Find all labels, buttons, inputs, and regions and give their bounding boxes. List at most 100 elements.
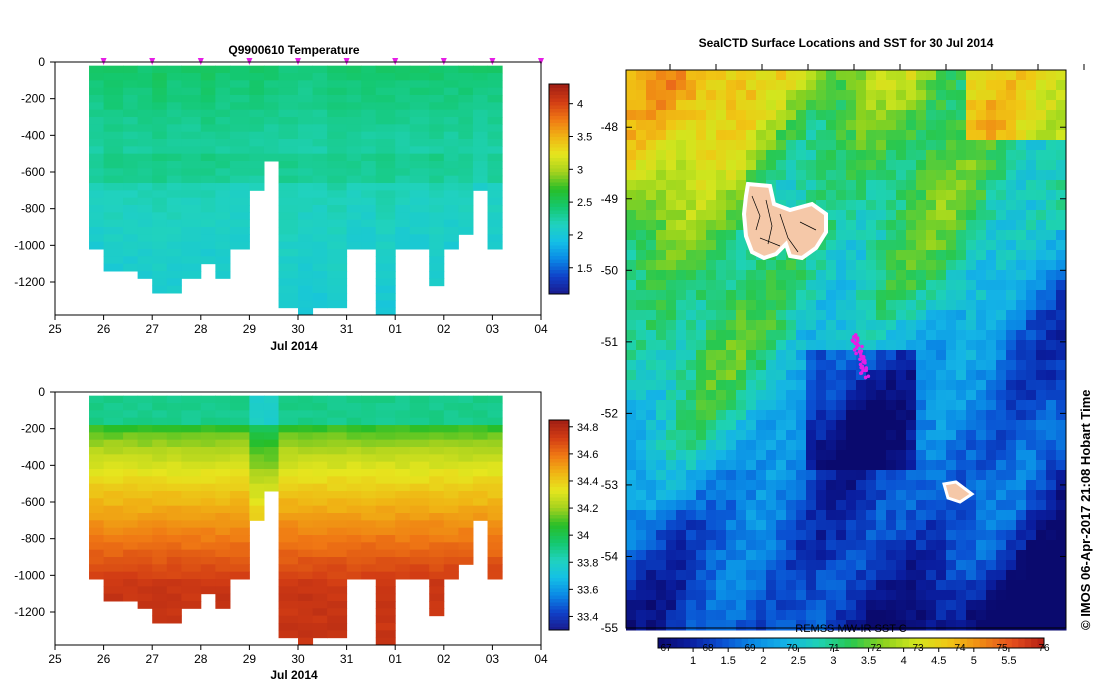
sst-cell xyxy=(736,370,747,381)
sst-cell xyxy=(936,510,947,521)
temperature-cell xyxy=(409,168,430,177)
temperature-cell xyxy=(215,219,231,228)
sst-cell xyxy=(1016,150,1027,161)
sst-cell xyxy=(936,310,947,321)
salinity-cell xyxy=(458,557,474,565)
salinity-cell xyxy=(123,439,139,448)
sst-cell xyxy=(836,390,847,401)
sst-cell xyxy=(856,530,867,541)
temperature-cell xyxy=(103,87,124,96)
temperature-cell xyxy=(181,168,202,177)
sst-cell xyxy=(776,520,787,531)
temperature-cell xyxy=(458,80,474,89)
sst-cell xyxy=(986,450,997,461)
sst-cell xyxy=(856,280,867,291)
sst-cell xyxy=(796,410,807,421)
temperature-cell xyxy=(487,139,503,147)
sst-cell xyxy=(1046,450,1057,461)
salinity-cell xyxy=(375,557,396,565)
sst-cell xyxy=(816,190,827,201)
sst-cell xyxy=(896,410,907,421)
sst-cell xyxy=(936,260,947,271)
sst-cell xyxy=(1006,230,1017,241)
temperature-cell xyxy=(137,197,153,206)
sst-cell xyxy=(716,400,727,411)
colorbar-swatch xyxy=(549,577,569,582)
sst-cell xyxy=(846,100,857,111)
colorbar-swatch xyxy=(549,168,569,172)
sst-cell xyxy=(726,620,737,631)
salinity-cell xyxy=(395,491,411,499)
colorbar-swatch xyxy=(549,623,569,627)
sst-cell xyxy=(796,180,807,191)
salinity-cell xyxy=(263,483,280,492)
sst-cell xyxy=(986,470,997,481)
salinity-cell xyxy=(152,549,168,558)
temperature-cell xyxy=(312,117,328,125)
sst-cell xyxy=(646,610,657,621)
salinity-cell xyxy=(346,505,362,514)
sst-cell xyxy=(926,440,937,451)
sst-cell xyxy=(686,260,697,271)
salinity-cell xyxy=(103,410,124,419)
sst-cell xyxy=(826,70,837,81)
sst-cell xyxy=(1026,480,1037,491)
sst-cell xyxy=(916,310,927,321)
temperature-cell xyxy=(215,153,231,162)
sst-cell xyxy=(716,180,727,191)
sst-cell xyxy=(1006,590,1017,601)
salinity-cell xyxy=(181,586,202,595)
colorbar-swatch xyxy=(1037,638,1045,648)
salinity-cell xyxy=(443,483,459,492)
colorbar-swatch xyxy=(876,638,884,648)
salinity-cell xyxy=(472,403,489,411)
sst-cell xyxy=(906,140,917,151)
temperature-cell xyxy=(312,183,328,191)
sst-cell xyxy=(1006,340,1017,351)
sst-cell xyxy=(686,620,697,631)
colorbar-swatch xyxy=(549,136,569,141)
temperature-cell xyxy=(472,124,489,133)
temperature-cell xyxy=(181,65,202,74)
sst-cell xyxy=(896,620,907,631)
sst-cell xyxy=(646,350,657,361)
sst-cell xyxy=(836,500,847,511)
sst-cell xyxy=(926,420,937,431)
sst-cell xyxy=(676,180,687,191)
sst-cell xyxy=(726,250,737,261)
sst-cell xyxy=(826,520,837,531)
sst-cell xyxy=(866,440,877,451)
salinity-cell xyxy=(327,432,348,441)
sst-cell xyxy=(926,530,937,541)
sst-cell xyxy=(636,80,647,91)
sst-cell xyxy=(1046,300,1057,311)
sst-cell xyxy=(996,90,1007,101)
salinity-cell xyxy=(458,513,474,521)
sst-cell xyxy=(886,530,897,541)
temperature-cell xyxy=(346,73,362,81)
temperature-cell xyxy=(137,146,153,155)
salinity-cell xyxy=(472,483,489,492)
temperature-cell xyxy=(137,205,153,213)
sst-cell xyxy=(856,510,867,521)
salinity-cell xyxy=(263,417,280,426)
sst-cell xyxy=(1026,220,1037,231)
temperature-cell xyxy=(361,219,377,228)
temperature-cell xyxy=(249,153,265,162)
sst-cell xyxy=(1016,120,1027,131)
salinity-cell xyxy=(103,454,124,463)
sst-cell xyxy=(1036,600,1047,611)
sst-cell xyxy=(1026,620,1037,631)
sst-cell xyxy=(716,360,727,371)
colorbar-swatch xyxy=(549,504,569,508)
colorbar-swatch xyxy=(549,94,569,99)
temperature-cell xyxy=(346,234,362,243)
temperature-cell xyxy=(327,227,348,235)
sst-cell xyxy=(776,350,787,361)
sst-cell xyxy=(936,170,947,181)
sst-cell xyxy=(936,560,947,571)
temperature-cell xyxy=(443,80,459,89)
sst-cell xyxy=(936,250,947,261)
sst-cell xyxy=(686,470,697,481)
sst-cell xyxy=(986,330,997,341)
